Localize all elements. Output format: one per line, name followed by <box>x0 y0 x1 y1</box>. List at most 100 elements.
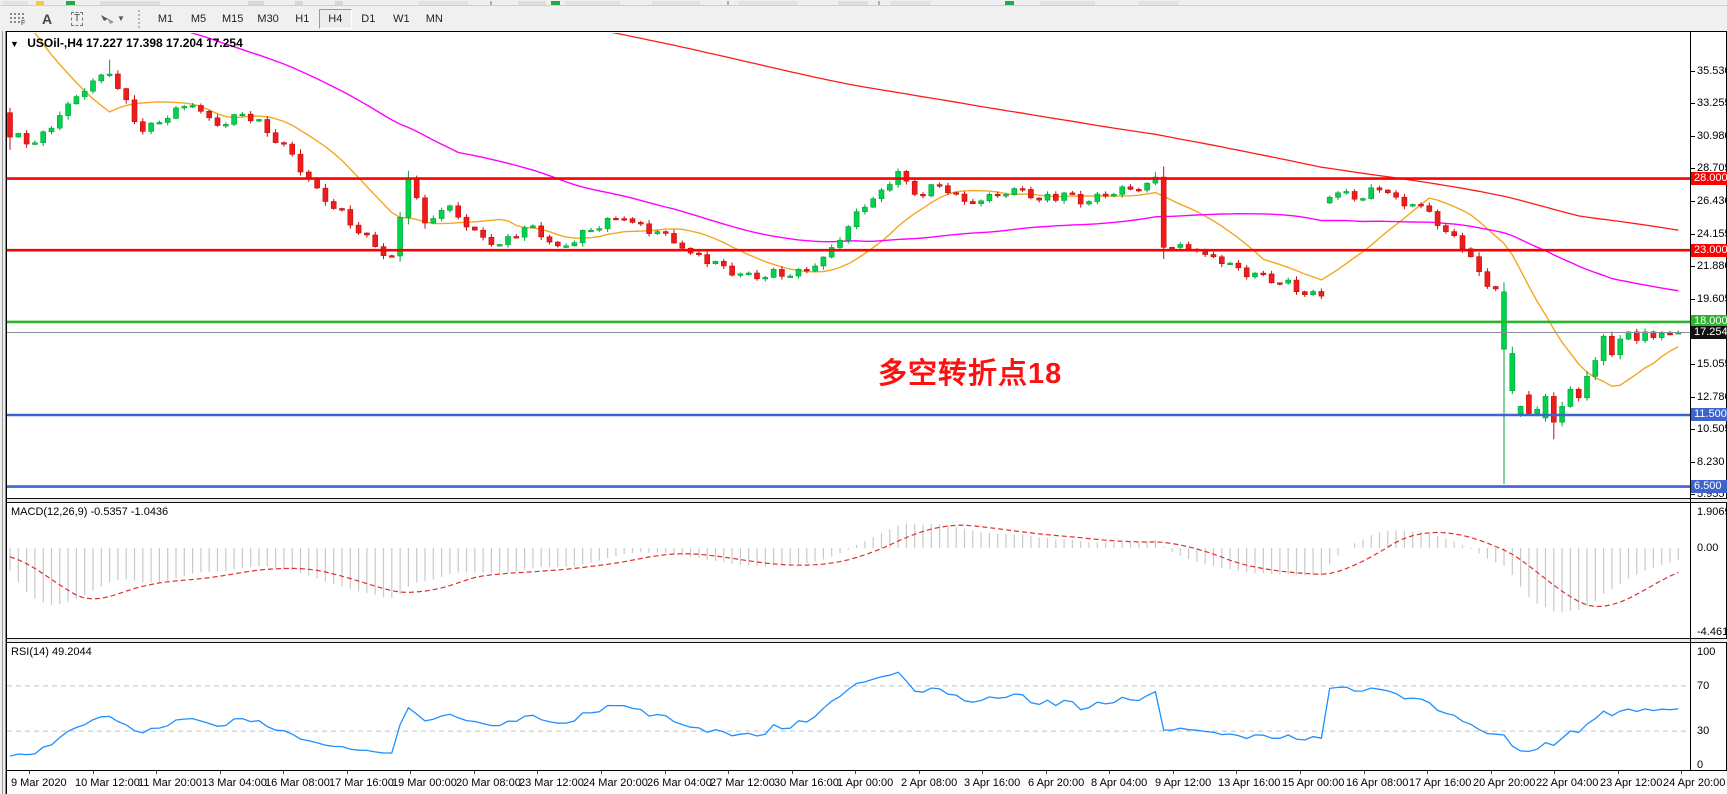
time-label: 22 Apr 04:00 <box>1536 777 1599 789</box>
macd-indicator-canvas[interactable] <box>7 503 1690 637</box>
arrows-glyph <box>101 14 115 24</box>
timeframe-button-d1[interactable]: D1 <box>352 9 385 29</box>
price-tick-label: 24.155 <box>1697 228 1727 240</box>
timeframe-button-m15[interactable]: M15 <box>215 9 250 29</box>
rsi-indicator-canvas[interactable] <box>7 643 1690 770</box>
clipped-icon-fragment <box>838 1 868 5</box>
macd-scale-label: 1.9069 <box>1697 506 1727 518</box>
rsi-value: 49.2044 <box>51 646 92 658</box>
price-tick <box>1690 234 1695 235</box>
chart-title-collapse-icon[interactable]: ▼ <box>10 39 19 49</box>
timeframe-button-w1[interactable]: W1 <box>385 9 418 29</box>
grid-select-icon[interactable]: F <box>4 9 30 29</box>
price-scale-border <box>1690 32 1691 770</box>
time-label: 26 Mar 04:00 <box>647 777 712 789</box>
time-tick <box>93 771 94 774</box>
price-tick-label: 26.430 <box>1697 195 1727 207</box>
time-label: 8 Apr 04:00 <box>1091 777 1148 789</box>
price-tick-label: 30.980 <box>1697 130 1727 142</box>
time-label: 9 Apr 12:00 <box>1155 777 1212 789</box>
level-price-box: 6.500 <box>1691 480 1727 493</box>
time-tick <box>283 771 284 774</box>
pane-separator[interactable] <box>7 638 1727 643</box>
time-tick <box>220 771 221 774</box>
insert-text-icon[interactable]: A <box>41 10 53 27</box>
time-tick <box>919 771 920 774</box>
rsi-scale-label: 100 <box>1697 646 1716 658</box>
timeframe-button-m1[interactable]: M1 <box>149 9 182 29</box>
price-chart-canvas[interactable] <box>7 33 1690 498</box>
time-tick <box>1173 771 1174 774</box>
macd-scale-label: 0.00 <box>1697 542 1719 554</box>
time-label: 1 Apr 00:00 <box>837 777 894 789</box>
text-label-icon[interactable]: T <box>64 9 90 29</box>
clipped-icon-fragment <box>2 1 28 5</box>
time-label: 27 Mar 12:00 <box>710 777 775 789</box>
time-label: 24 Mar 20:00 <box>583 777 648 789</box>
price-tick <box>1690 201 1695 202</box>
time-tick <box>1618 771 1619 774</box>
price-tick-label: 28.705 <box>1697 162 1727 174</box>
timeframe-button-m5[interactable]: M5 <box>182 9 215 29</box>
time-label: 3 Apr 16:00 <box>964 777 1021 789</box>
clipped-icon-fragment <box>1005 1 1014 5</box>
time-label: 13 Mar 04:00 <box>202 777 267 789</box>
price-tick-label: 10.505 <box>1697 423 1727 435</box>
pane-separator[interactable] <box>7 498 1727 503</box>
time-label: 23 Mar 12:00 <box>519 777 584 789</box>
level-price-box: 11.500 <box>1691 408 1727 421</box>
time-label: 30 Mar 16:00 <box>774 777 839 789</box>
macd-indicator-label: MACD(12,26,9) -0.5357 -1.0436 <box>11 506 169 518</box>
time-label: 13 Apr 16:00 <box>1218 777 1281 789</box>
svg-text:F: F <box>21 20 25 25</box>
clipped-icon-fragment <box>878 1 880 5</box>
time-label: 11 Mar 20:00 <box>138 777 203 789</box>
chart-title: ▼ USOil-,H4 17.227 17.398 17.204 17.254 <box>10 36 243 50</box>
toolbar-separator <box>138 9 143 28</box>
clipped-icon-fragment <box>551 1 560 5</box>
time-label: 20 Mar 08:00 <box>456 777 521 789</box>
timeframe-button-h4[interactable]: H4 <box>318 8 352 29</box>
level-price-box: 18.000 <box>1691 315 1727 328</box>
clipped-upper-toolbar <box>0 0 1727 6</box>
time-tick <box>1109 771 1110 774</box>
clipped-icon-fragment <box>738 1 798 5</box>
clipped-icon-fragment <box>100 1 160 5</box>
time-tick <box>1364 771 1365 774</box>
time-tick <box>855 771 856 774</box>
timeframe-button-h1[interactable]: H1 <box>286 9 319 29</box>
time-tick <box>601 771 602 774</box>
time-tick <box>410 771 411 774</box>
time-label: 6 Apr 20:00 <box>1028 777 1085 789</box>
price-tick <box>1690 266 1695 267</box>
time-label: 16 Mar 08:00 <box>265 777 330 789</box>
price-tick-label: 21.880 <box>1697 260 1727 272</box>
time-tick <box>347 771 348 774</box>
clipped-icon-fragment <box>66 1 75 5</box>
timeframe-button-mn[interactable]: MN <box>418 9 451 29</box>
price-tick-label: 35.530 <box>1697 65 1727 77</box>
clipped-icon-fragment <box>1040 1 1095 5</box>
price-tick <box>1690 397 1695 398</box>
clipped-icon-fragment <box>727 1 729 5</box>
price-tick <box>1690 364 1695 365</box>
chart-symbol-period: USOil-,H4 <box>27 36 83 50</box>
clipped-icon-fragment <box>335 1 343 5</box>
time-label: 16 Apr 08:00 <box>1346 777 1409 789</box>
dropdown-caret-icon: ▼ <box>117 14 125 23</box>
clipped-icon-fragment <box>518 1 546 5</box>
macd-scale-label: -4.4614 <box>1697 626 1727 638</box>
price-tick-label: 12.780 <box>1697 391 1727 403</box>
timeframe-button-m30[interactable]: M30 <box>250 9 285 29</box>
price-tick-label: 15.055 <box>1697 358 1727 370</box>
time-tick <box>1491 771 1492 774</box>
time-tick <box>1554 771 1555 774</box>
clipped-icon-fragment <box>295 1 303 5</box>
grid-dots-glyph: F <box>10 13 25 25</box>
time-label: 17 Apr 16:00 <box>1409 777 1472 789</box>
time-label: 9 Mar 2020 <box>11 777 67 789</box>
time-tick <box>1427 771 1428 774</box>
time-axis[interactable]: 9 Mar 2020 10 Mar 12:00 11 Mar 20:00 13 Mar… <box>7 770 1727 794</box>
arrows-tool-icon[interactable]: ▼ <box>94 9 130 29</box>
time-label: 17 Mar 16:00 <box>329 777 394 789</box>
